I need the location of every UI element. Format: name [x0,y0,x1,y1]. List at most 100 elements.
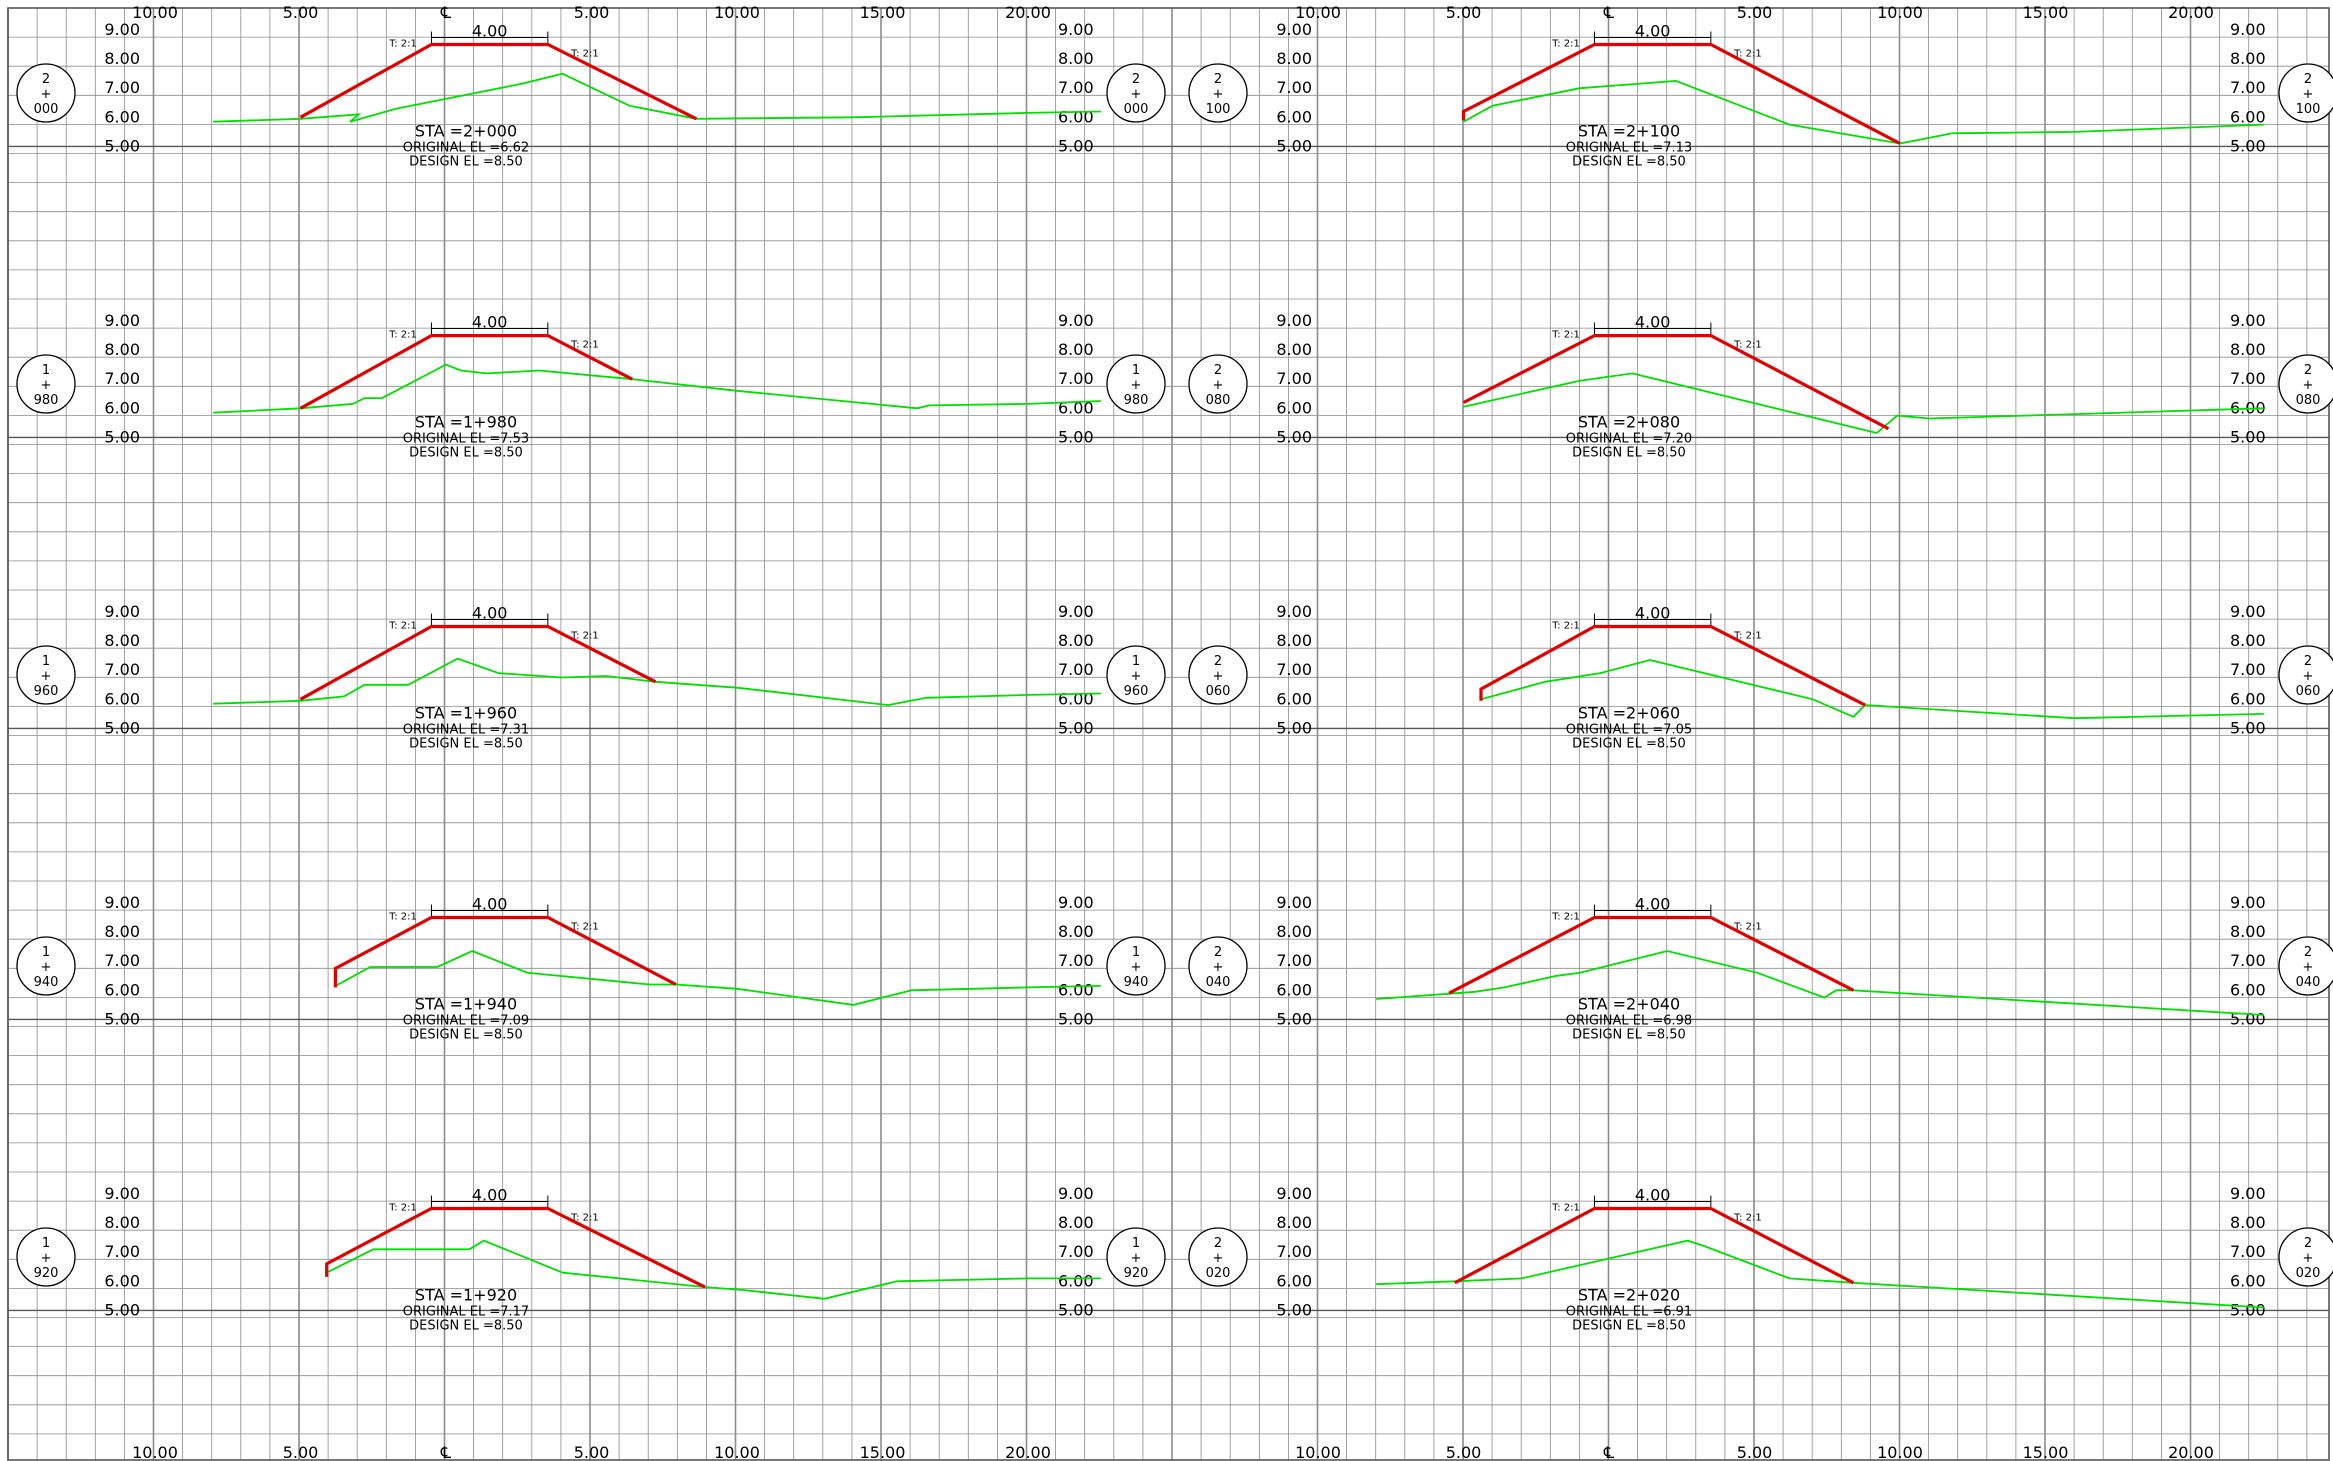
station-bubble: 1+960 [16,645,76,705]
station-bubble-text: 2 [1214,945,1222,960]
station-bubble-circle [1106,354,1166,414]
original-elevation-label: ORIGINAL EL =7.13 [1566,140,1692,155]
elevation-label-left: 6.00 [104,1271,140,1290]
station-bubble-text: 060 [1206,684,1231,699]
station-bubble-text: 2 [2304,945,2312,960]
slope-label-left: T: 2:1 [1551,1203,1580,1214]
crown-width-label: 4.00 [1635,1186,1671,1205]
station-bubble-text: + [1131,378,1142,393]
elevation-label-right: 9.00 [2230,602,2266,621]
elevation-label-left: 8.00 [104,922,140,941]
slope-label-right: T: 2:1 [1733,922,1762,933]
station-bubble-text: 2 [2304,72,2312,87]
station-bubble: 1+940 [16,936,76,996]
station-bubble-circle [16,63,76,123]
station-bubble-text: 2 [1214,1236,1222,1251]
elevation-label-right: 7.00 [2230,78,2266,97]
elevation-label-right: 5.00 [2230,718,2266,737]
slope-label-left: T: 2:1 [388,621,417,632]
axis-offset-label-top: 5.00 [1737,3,1773,22]
elevation-label-left: 8.00 [1276,922,1312,941]
elevation-label-left: 8.00 [1276,49,1312,68]
station-bubble: 1+960 [1106,645,1166,705]
station-bubble-circle [1106,63,1166,123]
station-bubble-text: + [1213,960,1224,975]
sections: 9.00 9.00 8.00 8.00 7.00 7.00 6.00 6.00 5.00 5.00… [16,20,2333,1333]
elevation-label-right: 6.00 [2230,107,2266,126]
station-bubble-text: 2 [2304,1236,2312,1251]
elevation-label-right: 8.00 [1058,631,1094,650]
station-bubble-text: 080 [1206,393,1231,408]
original-elevation-label: ORIGINAL EL =6.62 [403,140,529,155]
elevation-label-right: 9.00 [1058,1184,1094,1203]
crown-width-label: 4.00 [1635,895,1671,914]
crown-width-label: 4.00 [472,895,508,914]
section-1+920: 9.00 9.00 8.00 8.00 7.00 7.00 6.00 6.00 5.00 5.00… [16,1184,1166,1333]
station-bubble-text: 2 [1132,72,1140,87]
station-bubble-text: 1 [42,1236,50,1251]
crown-width-label: 4.00 [1635,313,1671,332]
elevation-label-right: 7.00 [2230,660,2266,679]
elevation-label-left: 6.00 [1276,980,1312,999]
station-bubble-text: + [1131,960,1142,975]
elevation-label-right: 5.00 [1058,718,1094,737]
crown-width-label: 4.00 [472,22,508,41]
elevation-label-left: 7.00 [104,951,140,970]
elevation-label-left: 6.00 [104,107,140,126]
station-label: STA =2+000 [415,121,517,140]
design-section-line [1461,42,1901,145]
elevation-label-left: 7.00 [1276,660,1312,679]
elevation-label-right: 8.00 [2230,1213,2266,1232]
station-bubble-circle [1106,936,1166,996]
station-bubble-circle [1188,645,1248,705]
axis-offset-label-bottom: 15.00 [860,1443,906,1461]
station-label: STA =1+920 [415,1285,517,1304]
elevation-label-right: 8.00 [2230,340,2266,359]
station-bubble-text: 1 [1132,1236,1140,1251]
station-bubble-text: + [2303,1251,2314,1266]
slope-label-right: T: 2:1 [1733,49,1762,60]
axis-offset-label-top: 10.00 [714,3,760,22]
slope-label-left: T: 2:1 [388,330,417,341]
station-bubble-circle [1188,1227,1248,1287]
elevation-label-right: 6.00 [2230,980,2266,999]
design-section-line [1479,624,1866,707]
station-bubble-text: + [41,1251,52,1266]
station-bubble-text: 2 [1214,654,1222,669]
station-bubble-text: 920 [34,1266,59,1281]
design-section-line [1462,334,1890,431]
crown-width-label: 4.00 [472,1186,508,1205]
elevation-label-left: 8.00 [104,631,140,650]
existing-ground-line [1376,950,2264,1016]
station-bubble-circle [1188,63,1248,123]
elevation-label-right: 9.00 [1058,893,1094,912]
elevation-label-left: 6.00 [104,689,140,708]
elevation-label-left: 5.00 [104,427,140,446]
station-bubble: 2+100 [1188,63,1248,123]
station-label: STA =2+060 [1578,703,1680,722]
slope-label-right: T: 2:1 [570,922,599,933]
elevation-label-left: 9.00 [104,20,140,39]
station-bubble-text: 080 [2296,393,2321,408]
station-bubble: 2+100 [2278,63,2333,123]
elevation-label-right: 8.00 [1058,922,1094,941]
station-bubble-text: 020 [1206,1266,1231,1281]
existing-ground-line [213,657,1101,707]
station-bubble-circle [2278,1227,2333,1287]
slope-label-right: T: 2:1 [1733,1213,1762,1224]
elevation-label-right: 6.00 [1058,689,1094,708]
station-label: STA =2+040 [1578,994,1680,1013]
design-elevation-label: DESIGN EL =8.50 [409,736,523,751]
elevation-label-left: 6.00 [1276,398,1312,417]
station-bubble-text: 000 [1124,102,1149,117]
elevation-label-right: 5.00 [2230,136,2266,155]
station-bubble-text: + [1131,669,1142,684]
slope-label-left: T: 2:1 [1551,39,1580,50]
elevation-label-right: 9.00 [1058,602,1094,621]
design-elevation-label: DESIGN EL =8.50 [409,445,523,460]
elevation-label-right: 9.00 [2230,893,2266,912]
station-bubble-circle [16,645,76,705]
elevation-label-left: 5.00 [104,718,140,737]
